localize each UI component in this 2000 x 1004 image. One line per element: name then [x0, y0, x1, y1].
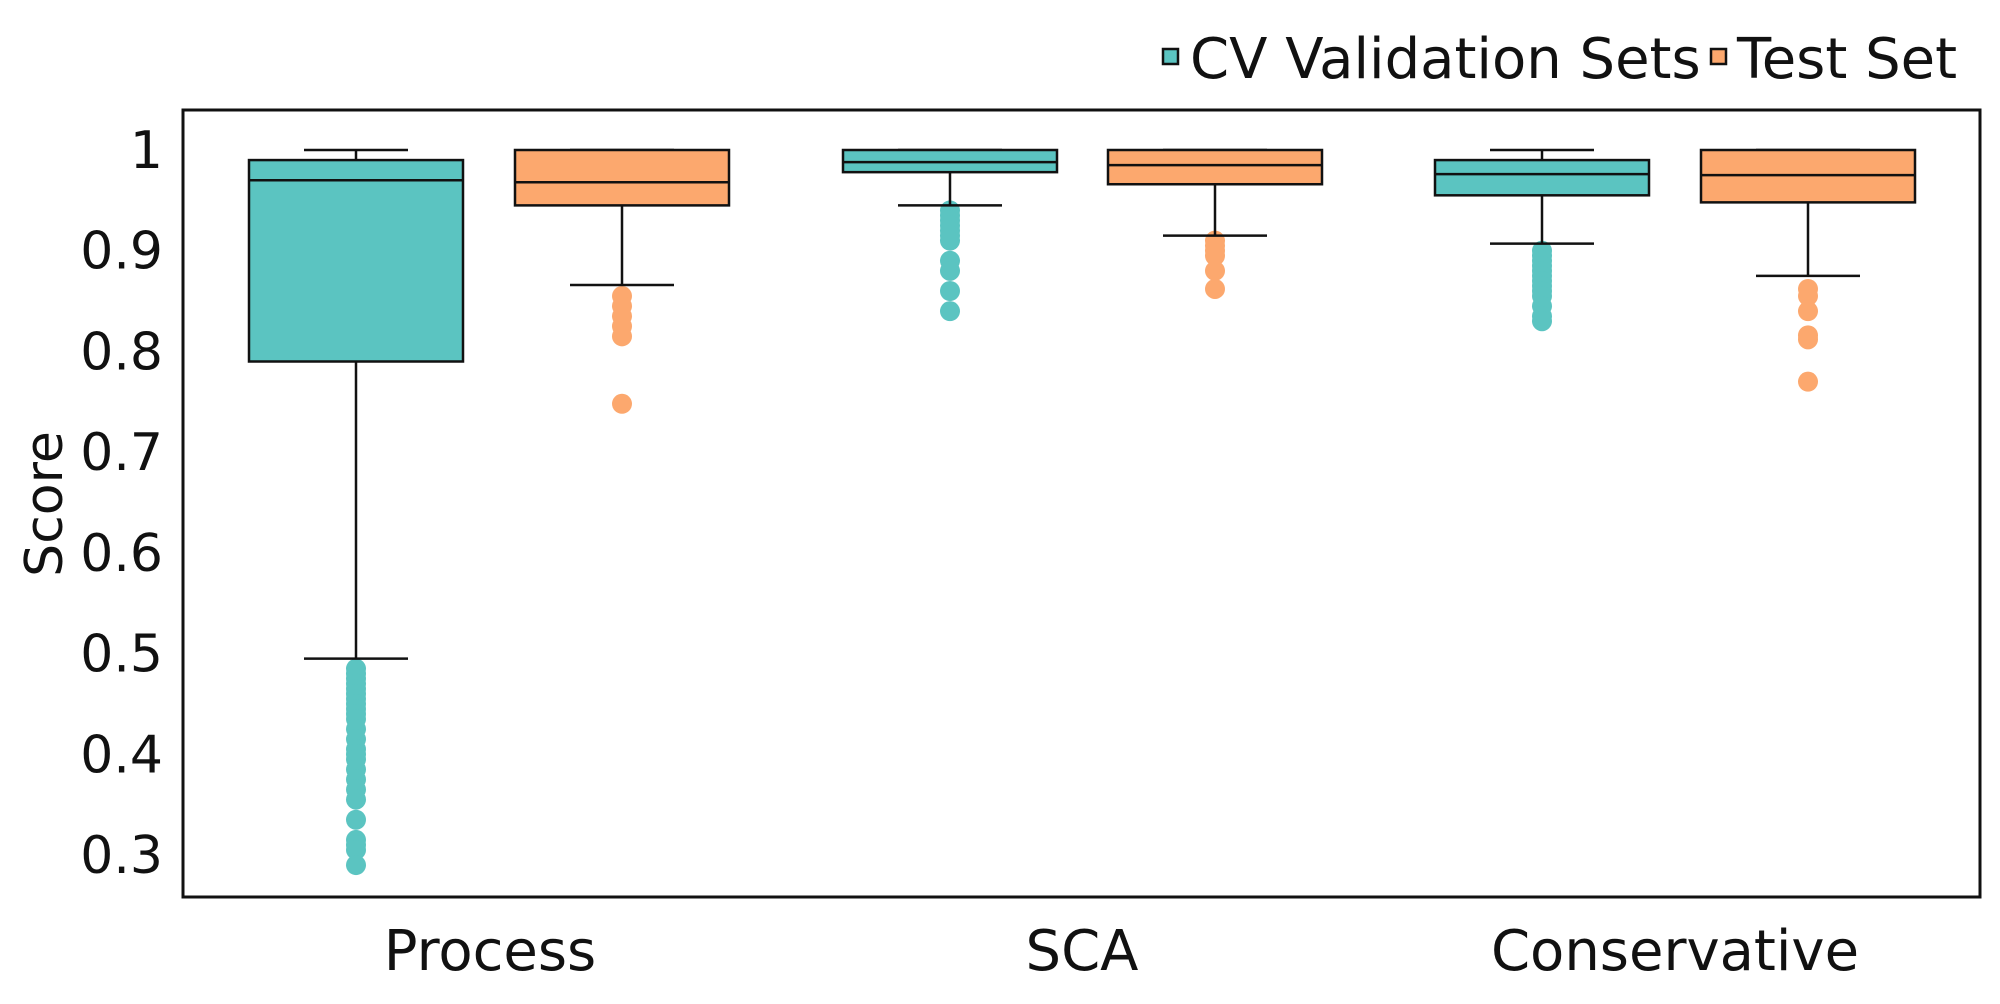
y-tick-label: 0.9: [80, 222, 163, 282]
y-tick-label: 0.4: [80, 725, 163, 785]
y-tick-label: 0.3: [80, 826, 163, 886]
outlier-point: [1532, 311, 1552, 332]
box-sca-test: [1106, 148, 1324, 186]
outlier-point: [612, 393, 632, 414]
x-axis-categories: Process SCA Conservative: [384, 919, 1859, 984]
box-group-sca-test: [1106, 148, 1324, 299]
box-process-cv: [247, 158, 465, 363]
outlier-point: [346, 809, 366, 830]
box-group-conservative-test: [1699, 148, 1917, 392]
y-tick-label: 1: [130, 121, 163, 181]
box-group-process-cv: [247, 148, 465, 876]
legend-label-cv-validation-sets: CV Validation Sets: [1190, 27, 1701, 92]
boxes-layer: [247, 148, 1917, 876]
y-tick-label: 0.5: [80, 625, 163, 685]
outlier-point: [940, 301, 960, 322]
y-axis-ticks: 1 0.9 0.8 0.7 0.6 0.5 0.4 0.3: [80, 121, 163, 886]
outlier-point: [346, 789, 366, 810]
box-process-test: [513, 148, 731, 207]
legend-label-test-set: Test Set: [1736, 27, 1957, 92]
plot-area-frame: [181, 108, 1982, 899]
outlier-point: [1798, 301, 1818, 322]
x-category-label-sca: SCA: [1026, 919, 1139, 984]
outlier-point: [1798, 286, 1818, 307]
y-tick-label: 0.6: [80, 524, 163, 584]
box-group-process-test: [513, 148, 731, 414]
outlier-point: [1798, 371, 1818, 392]
box-group-sca-cv: [841, 148, 1059, 322]
x-category-label-conservative: Conservative: [1491, 919, 1859, 984]
outlier-point: [1205, 260, 1225, 281]
legend-swatch-test-set: [1709, 47, 1728, 66]
outlier-point: [940, 260, 960, 281]
outlier-point: [346, 855, 366, 876]
outlier-point: [1205, 245, 1225, 266]
box-conservative-cv: [1433, 158, 1651, 197]
outlier-point: [1798, 329, 1818, 350]
box-group-conservative-cv: [1433, 148, 1651, 332]
outlier-point: [940, 281, 960, 301]
outlier-point: [940, 230, 960, 251]
y-axis-title: Score: [15, 431, 75, 577]
outlier-point: [612, 326, 632, 347]
outlier-point: [346, 839, 366, 860]
y-tick-label: 0.7: [80, 423, 163, 483]
x-category-label-process: Process: [384, 919, 596, 984]
legend: CV Validation Sets Test Set: [1161, 27, 1957, 92]
outlier-point: [1205, 278, 1225, 299]
legend-swatch-cv-validation-sets: [1161, 47, 1180, 66]
y-tick-label: 0.8: [80, 322, 163, 382]
